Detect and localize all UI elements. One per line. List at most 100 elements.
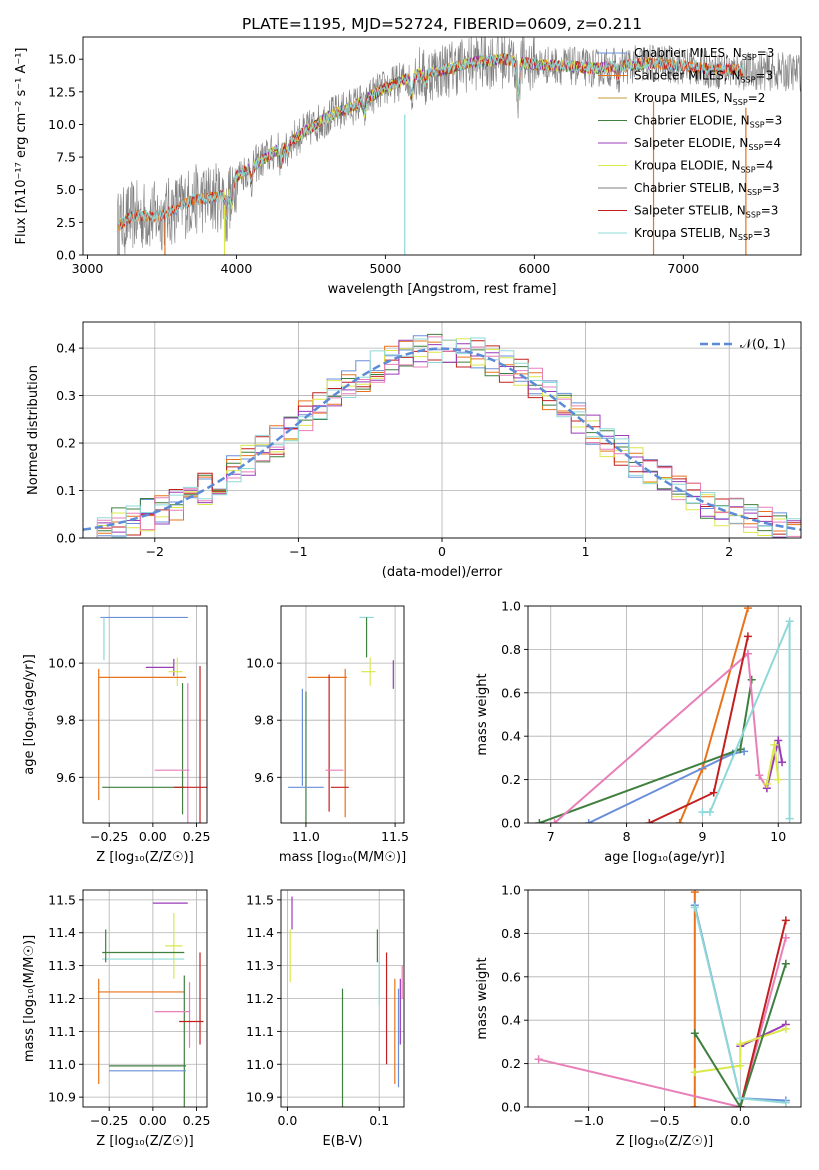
- y-tick-label: 0.6: [501, 685, 521, 700]
- legend-label: Kroupa STELIB, NSSP=3: [634, 226, 771, 242]
- weight-series-marker: [785, 617, 794, 626]
- y-tick-label: 0.2: [501, 1056, 521, 1071]
- spectrum-model-line: [116, 53, 744, 233]
- y-tick-label: 9.6: [254, 770, 274, 785]
- legend-label: Kroupa MILES, NSSP=2: [634, 91, 765, 107]
- weight-series-marker: [781, 1098, 790, 1107]
- weight-series-marker: [706, 808, 714, 817]
- y-tick-label: 15.0: [48, 52, 76, 67]
- weight-series-marker: [781, 959, 790, 968]
- axes-frame: [82, 36, 802, 256]
- x-tick-label: 5000: [369, 261, 401, 276]
- legend-label: 𝒩(0, 1): [740, 336, 786, 351]
- weight-series-marker: [781, 1024, 790, 1033]
- y-tick-label: 12.5: [48, 84, 76, 99]
- legend-label: Salpeter STELIB, NSSP=3: [634, 204, 778, 220]
- weight-series-marker: [736, 1103, 745, 1107]
- legend-label-value: =3: [761, 204, 779, 218]
- weight-series-marker: [774, 775, 783, 784]
- x-tick-label: 0.00: [139, 1113, 167, 1128]
- legend-label-text: Kroupa STELIB, N: [634, 226, 738, 240]
- y-tick-label: 10.0: [246, 656, 274, 671]
- y-tick-label: 10.0: [48, 117, 76, 132]
- gaussian-curve: [83, 347, 801, 531]
- weight-series-marker: [690, 903, 699, 912]
- x-tick-label: 9: [698, 829, 706, 844]
- y-tick-label: 11.2: [246, 991, 274, 1006]
- weight-series-marker: [743, 649, 752, 658]
- y-tick-label: 11.0: [246, 1057, 274, 1072]
- x-axis-label: Z [log₁₀(Z/Z☉)]: [96, 1134, 193, 1149]
- plot-area: [289, 896, 403, 1107]
- axes-frame: [280, 605, 405, 824]
- plot-area: [83, 333, 801, 538]
- legend-label-text: Chabrier STELIB, N: [634, 181, 747, 195]
- x-tick-label: 2: [725, 544, 733, 559]
- legend-label: Salpeter MILES, NSSP=3: [634, 69, 773, 85]
- plot-area: [288, 616, 394, 823]
- x-tick-label: −0.25: [90, 1113, 128, 1128]
- weight-series-marker: [534, 1055, 543, 1064]
- y-tick-label: 0.4: [56, 341, 76, 356]
- legend-label-value: =4: [756, 159, 774, 173]
- y-tick-label: 11.3: [48, 958, 76, 973]
- x-axis-label: Z [log₁₀(Z/Z☉)]: [616, 1134, 713, 1149]
- x-tick-label: 11.0: [292, 829, 320, 844]
- y-tick-label: 5.0: [56, 182, 76, 197]
- x-axis-label: (data-model)/error: [382, 565, 503, 580]
- legend-label-value: =3: [762, 181, 780, 195]
- y-tick-label: 0.8: [501, 642, 521, 657]
- weight-series-marker: [645, 819, 654, 823]
- weight-series-line: [693, 963, 787, 1107]
- plot-area: [98, 902, 204, 1107]
- weight-series-marker: [736, 1040, 745, 1049]
- spectrum-chart: 3000 4000 5000 6000 7000 0.0 2.5 5.0 7.5 10.0 12.5…: [14, 36, 802, 297]
- legend-label-value: =3: [765, 114, 783, 128]
- legend-label-subscript: SSP: [733, 98, 748, 107]
- legend-label-subscript: SSP: [742, 53, 757, 62]
- weight-series-marker: [690, 1029, 699, 1038]
- x-tick-label: 0.1: [369, 1113, 389, 1128]
- legend-label-subscript: SSP: [741, 166, 756, 175]
- weight-series-line: [539, 679, 753, 823]
- plot-area: [98, 616, 207, 823]
- weight-series-marker: [781, 933, 790, 942]
- weight-series-marker: [762, 779, 771, 788]
- y-tick-label: 0.2: [501, 772, 521, 787]
- legend-label: Chabrier ELODIE, NSSP=3: [634, 114, 782, 130]
- legend-label-value: =4: [763, 136, 781, 150]
- x-tick-label: 0: [438, 544, 446, 559]
- legend-label-text: Salpeter ELODIE, N: [634, 136, 748, 150]
- legend-label-text: Salpeter MILES, N: [634, 69, 741, 83]
- y-tick-label: 11.3: [246, 958, 274, 973]
- y-tick-label: 11.0: [48, 1057, 76, 1072]
- x-tick-label: 11.5: [381, 829, 409, 844]
- axes-frame: [82, 605, 208, 824]
- y-tick-label: 0.1: [56, 483, 76, 498]
- y-tick-label: 7.5: [56, 150, 76, 165]
- y-axis-label: Flux [fλ10⁻¹⁷ erg cm⁻² s⁻¹ A⁻¹]: [14, 48, 29, 245]
- y-tick-label: 0.3: [56, 388, 76, 403]
- weight-series-marker: [778, 758, 787, 767]
- spectrum-data-line: [117, 37, 801, 255]
- weight-series-marker: [550, 819, 559, 823]
- x-tick-label: 0.0: [730, 1113, 750, 1128]
- y-tick-label: 1.0: [501, 883, 521, 898]
- legend-label-text: Chabrier MILES, N: [634, 46, 742, 60]
- x-tick-label: 8: [623, 829, 631, 844]
- weight-series-marker: [736, 1094, 745, 1103]
- y-tick-label: 2.5: [56, 215, 76, 230]
- y-tick-label: 11.4: [48, 925, 76, 940]
- y-tick-label: 0.4: [501, 1013, 521, 1028]
- y-axis-label: age [log₁₀(age/yr)]: [22, 654, 37, 775]
- x-axis-label: E(B-V): [322, 1134, 362, 1149]
- legend-label-value: =3: [756, 69, 774, 83]
- y-tick-label: 11.1: [246, 1024, 274, 1039]
- legend-label-text: Chabrier ELODIE, N: [634, 114, 750, 128]
- age-vs-mass-plot: 11.0 11.5 9.6 9.8 10.0 mass [log₁₀(M/M☉)]: [246, 605, 409, 865]
- legend-label-value: =3: [753, 226, 771, 240]
- y-tick-label: 0.0: [501, 1100, 521, 1115]
- weight-series-marker: [690, 1103, 699, 1107]
- x-tick-label: −1.0: [573, 1113, 603, 1128]
